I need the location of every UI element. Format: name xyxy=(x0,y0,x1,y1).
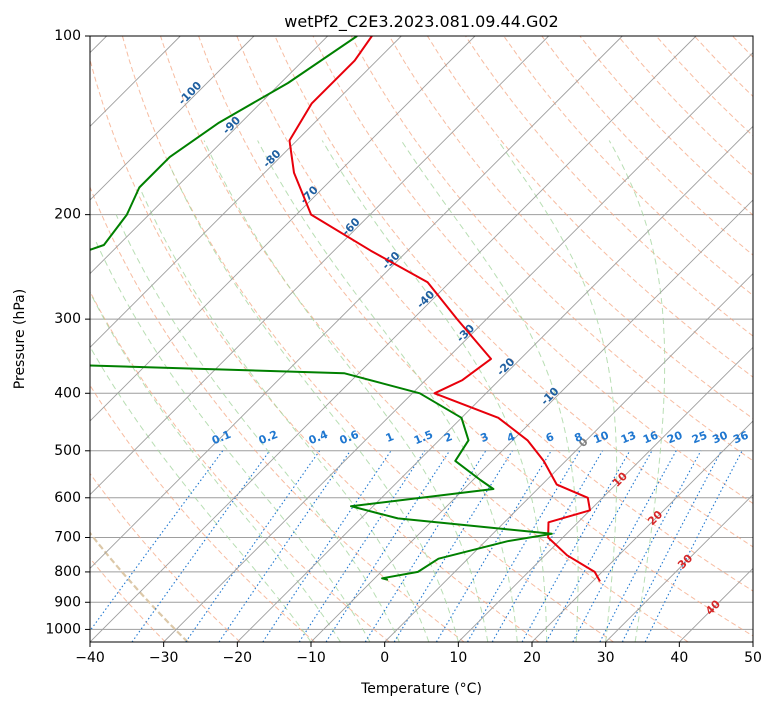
y-tick-label: 1000 xyxy=(45,621,81,637)
x-axis-label: Temperature (°C) xyxy=(360,681,482,697)
x-tick-label: −10 xyxy=(296,650,326,666)
y-tick-label: 600 xyxy=(54,490,81,506)
x-tick-label: 20 xyxy=(523,650,541,666)
y-tick-label: 700 xyxy=(54,530,81,546)
chart-title: wetPf2_C2E3.2023.081.09.44.G02 xyxy=(284,12,558,32)
x-tick-label: 30 xyxy=(597,650,615,666)
y-tick-label: 100 xyxy=(54,28,81,44)
y-tick-label: 200 xyxy=(54,207,81,223)
y-tick-label: 800 xyxy=(54,564,81,580)
y-tick-label: 300 xyxy=(54,311,81,327)
x-tick-label: −30 xyxy=(149,650,179,666)
y-tick-label: 500 xyxy=(54,443,81,459)
y-axis-label: Pressure (hPa) xyxy=(12,289,28,389)
x-tick-label: 0 xyxy=(380,650,389,666)
y-tick-label: 400 xyxy=(54,385,81,401)
x-tick-label: −40 xyxy=(75,650,105,666)
y-tick-label: 900 xyxy=(54,594,81,610)
x-tick-label: 40 xyxy=(670,650,688,666)
x-tick-label: 50 xyxy=(744,650,762,666)
x-tick-label: 10 xyxy=(449,650,467,666)
x-tick-label: −20 xyxy=(223,650,253,666)
